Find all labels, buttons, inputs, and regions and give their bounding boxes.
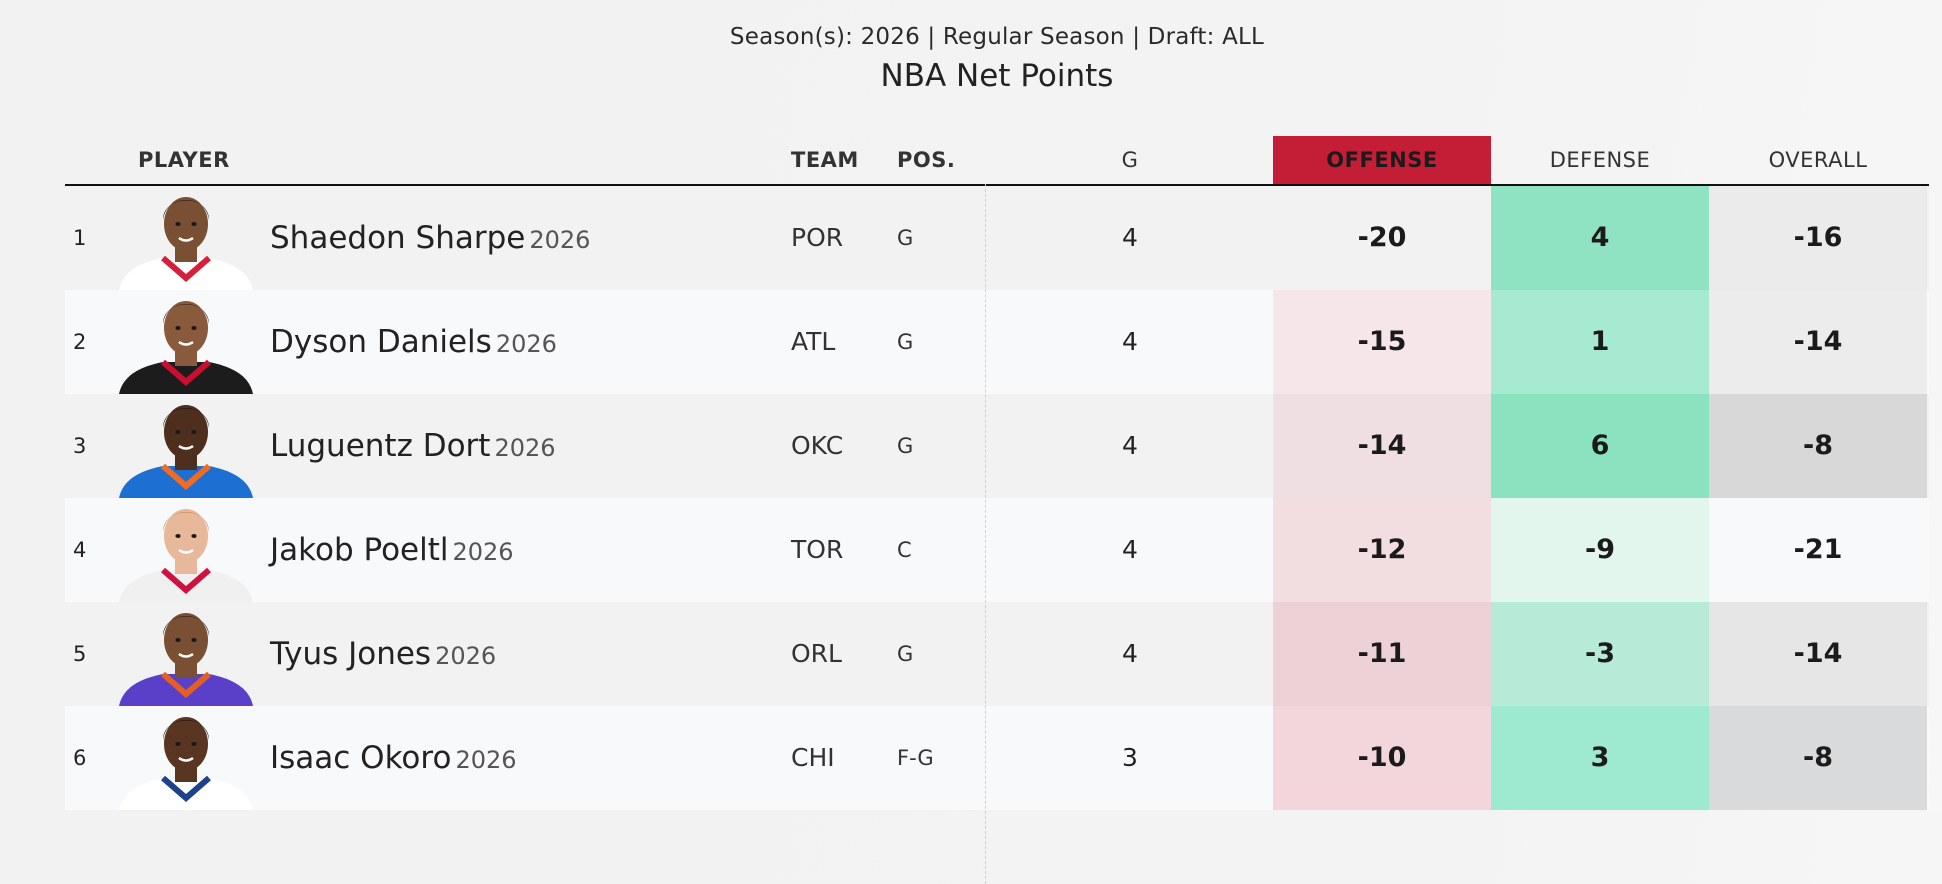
position: G <box>897 226 914 250</box>
header-pos[interactable]: POS. <box>897 148 956 172</box>
player-name-cell[interactable]: Luguentz Dort 2026 <box>270 394 556 498</box>
games-played: 4 <box>1122 223 1138 252</box>
page-title: NBA Net Points <box>880 58 1114 94</box>
table-row[interactable]: 6 Isaac Okoro 2026 CHI F-G 3 -10 3 -8 <box>65 706 1929 810</box>
overall-value: -21 <box>1709 498 1927 602</box>
season-year: 2026 <box>494 434 556 462</box>
position: G <box>897 330 914 354</box>
games-played: 4 <box>1122 535 1138 564</box>
position: G <box>897 642 914 666</box>
player-name-cell[interactable]: Dyson Daniels 2026 <box>270 290 557 394</box>
offense-value: -14 <box>1273 394 1491 498</box>
position: C <box>897 538 912 562</box>
team: OKC <box>791 431 844 460</box>
season-year: 2026 <box>529 226 591 254</box>
table-row[interactable]: 2 Dyson Daniels 2026 ATL G 4 -15 1 -14 <box>65 290 1929 394</box>
offense-value: -15 <box>1273 290 1491 394</box>
games-played: 4 <box>1122 431 1138 460</box>
player-name[interactable]: Tyus Jones <box>270 636 432 672</box>
season-year: 2026 <box>452 538 514 566</box>
table-row[interactable]: 3 Luguentz Dort 2026 OKC G 4 -14 6 -8 <box>65 394 1929 498</box>
rank: 6 <box>73 746 87 770</box>
defense-value: 4 <box>1491 186 1709 290</box>
player-name-cell[interactable]: Shaedon Sharpe 2026 <box>270 186 590 290</box>
header-overall[interactable]: OVERALL <box>1768 148 1868 172</box>
team: CHI <box>791 743 835 772</box>
player-name[interactable]: Dyson Daniels <box>270 324 492 360</box>
player-name-cell[interactable]: Jakob Poeltl 2026 <box>270 498 514 602</box>
headshot-illustration <box>119 405 253 498</box>
overall-value: -16 <box>1709 186 1927 290</box>
team: ORL <box>791 639 842 668</box>
table-header: PLAYER TEAM POS. G OFFENSE DEFENSE OVERA… <box>65 136 1929 186</box>
defense-value: -3 <box>1491 602 1709 706</box>
player-name[interactable]: Jakob Poeltl <box>270 532 449 568</box>
player-headshot <box>111 602 261 706</box>
overall-value: -14 <box>1709 602 1927 706</box>
season-year: 2026 <box>435 642 497 670</box>
games-played: 4 <box>1122 639 1138 668</box>
table-row[interactable]: 5 Tyus Jones 2026 ORL G 4 -11 -3 -14 <box>65 602 1929 706</box>
season-year: 2026 <box>455 746 517 774</box>
position: F-G <box>897 746 934 770</box>
team: POR <box>791 223 844 252</box>
defense-value: 3 <box>1491 706 1709 810</box>
headshot-illustration <box>119 717 253 810</box>
headshot-illustration <box>119 301 253 394</box>
team: ATL <box>791 327 836 356</box>
column-divider <box>985 184 986 884</box>
rank: 5 <box>73 642 87 666</box>
rank: 2 <box>73 330 87 354</box>
offense-value: -20 <box>1273 186 1491 290</box>
header-games[interactable]: G <box>1121 148 1139 172</box>
header-offense[interactable]: OFFENSE <box>1273 136 1491 184</box>
offense-value: -11 <box>1273 602 1491 706</box>
games-played: 4 <box>1122 327 1138 356</box>
overall-value: -8 <box>1709 394 1927 498</box>
defense-value: 6 <box>1491 394 1709 498</box>
player-headshot <box>111 290 261 394</box>
overall-value: -8 <box>1709 706 1927 810</box>
player-headshot <box>111 706 261 810</box>
net-points-table: PLAYER TEAM POS. G OFFENSE DEFENSE OVERA… <box>65 136 1929 884</box>
overall-value: -14 <box>1709 290 1927 394</box>
table-row[interactable]: 4 Jakob Poeltl 2026 TOR C 4 -12 -9 -21 <box>65 498 1929 602</box>
defense-value: 1 <box>1491 290 1709 394</box>
rank: 3 <box>73 434 87 458</box>
table-row[interactable]: 1 Shaedon Sharpe 2026 POR G 4 -20 4 -16 <box>65 186 1929 290</box>
offense-value: -10 <box>1273 706 1491 810</box>
table-body: 1 Shaedon Sharpe 2026 POR G 4 -20 4 -16 2… <box>65 186 1929 810</box>
player-name[interactable]: Luguentz Dort <box>270 428 491 464</box>
player-headshot <box>111 394 261 498</box>
headshot-illustration <box>119 613 253 706</box>
offense-value: -12 <box>1273 498 1491 602</box>
header-team[interactable]: TEAM <box>791 148 859 172</box>
headshot-illustration <box>119 197 253 290</box>
header-defense[interactable]: DEFENSE <box>1549 148 1651 172</box>
player-headshot <box>111 186 261 290</box>
player-headshot <box>111 498 261 602</box>
player-name-cell[interactable]: Isaac Okoro 2026 <box>270 706 517 810</box>
rank: 1 <box>73 226 87 250</box>
games-played: 3 <box>1122 743 1138 772</box>
player-name[interactable]: Shaedon Sharpe <box>270 220 526 256</box>
headshot-illustration <box>119 509 253 602</box>
defense-value: -9 <box>1491 498 1709 602</box>
rank: 4 <box>73 538 87 562</box>
report-subtitle: Season(s): 2026 | Regular Season | Draft… <box>729 24 1265 50</box>
player-name[interactable]: Isaac Okoro <box>270 740 452 776</box>
position: G <box>897 434 914 458</box>
team: TOR <box>791 535 844 564</box>
header-player[interactable]: PLAYER <box>138 148 230 172</box>
season-year: 2026 <box>495 330 557 358</box>
player-name-cell[interactable]: Tyus Jones 2026 <box>270 602 496 706</box>
